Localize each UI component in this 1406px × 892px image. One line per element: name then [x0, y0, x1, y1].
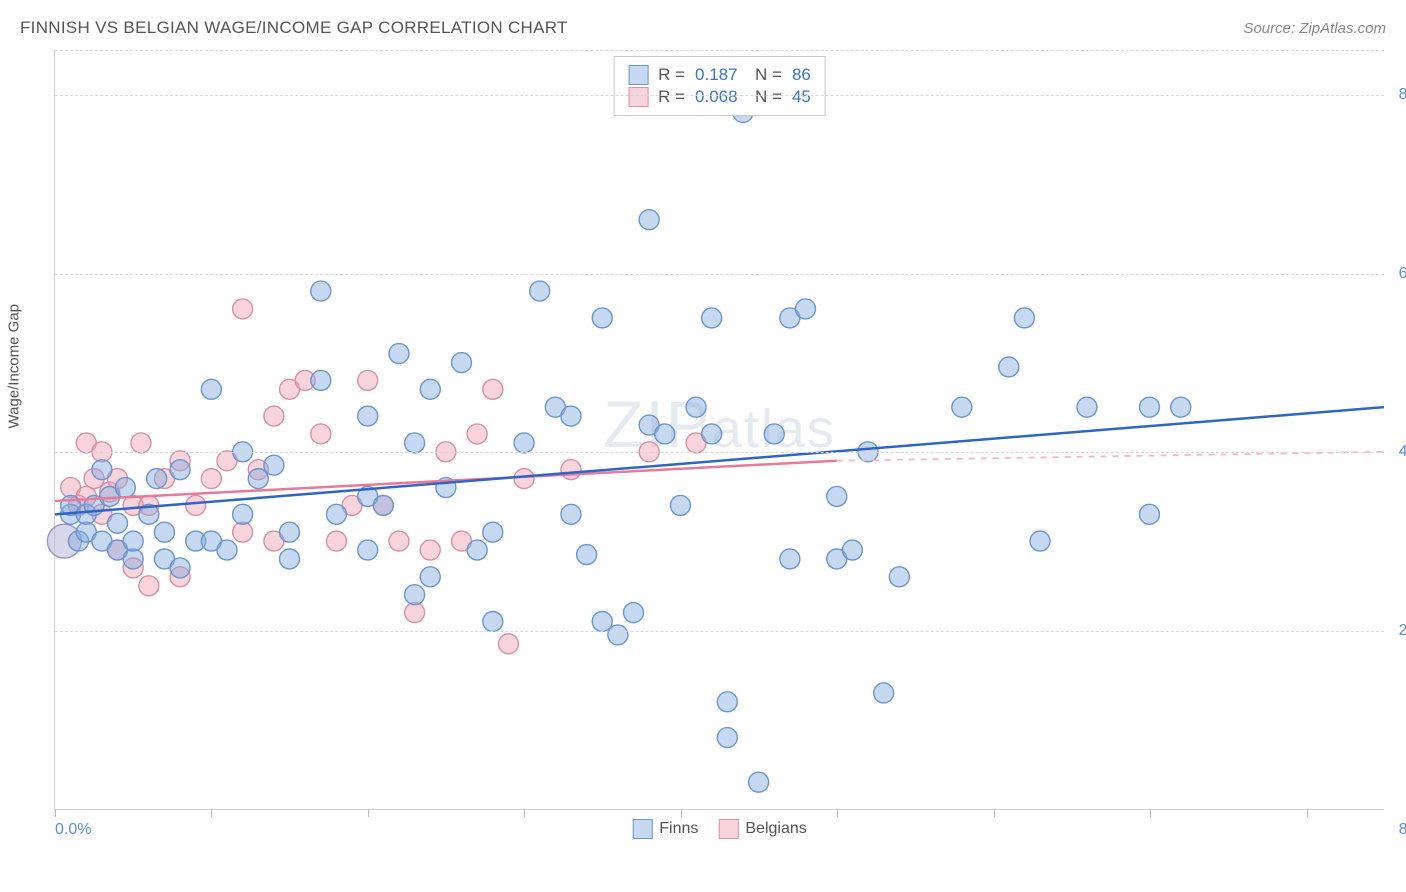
swatch-belgians-icon [718, 819, 738, 839]
y-tick-label: 40.0% [1399, 443, 1406, 461]
stats-row-belgians: R = 0.068 N = 45 [628, 87, 811, 107]
legend-item-belgians: Belgians [718, 819, 806, 839]
legend-label-finns: Finns [659, 820, 698, 838]
swatch-belgians-icon [628, 87, 648, 107]
source-label: Source: ZipAtlas.com [1243, 20, 1386, 37]
y-tick-label: 20.0% [1399, 622, 1406, 640]
swatch-finns-icon [632, 819, 652, 839]
scatter-svg [55, 50, 1384, 809]
chart-plot-area: ZIPatlas R = 0.187 N = 86 R = 0.068 N = … [54, 50, 1384, 810]
y-tick-label: 80.0% [1399, 86, 1406, 104]
x-axis-max-label: 80.0% [1399, 821, 1406, 839]
chart-title: FINNISH VS BELGIAN WAGE/INCOME GAP CORRE… [20, 18, 568, 38]
n-label: N = [755, 87, 782, 107]
stats-legend-box: R = 0.187 N = 86 R = 0.068 N = 45 [613, 56, 826, 116]
swatch-finns-icon [628, 65, 648, 85]
n-value-belgians: 45 [792, 87, 811, 107]
legend-bottom: Finns Belgians [632, 819, 807, 839]
y-tick-label: 60.0% [1399, 265, 1406, 283]
r-label: R = [658, 65, 685, 85]
y-axis-title: Wage/Income Gap [6, 304, 23, 429]
r-label: R = [658, 87, 685, 107]
x-axis-min-label: 0.0% [55, 821, 91, 839]
stats-row-finns: R = 0.187 N = 86 [628, 65, 811, 85]
legend-label-belgians: Belgians [745, 820, 806, 838]
r-value-belgians: 0.068 [695, 87, 745, 107]
r-value-finns: 0.187 [695, 65, 745, 85]
n-label: N = [755, 65, 782, 85]
legend-item-finns: Finns [632, 819, 698, 839]
n-value-finns: 86 [792, 65, 811, 85]
